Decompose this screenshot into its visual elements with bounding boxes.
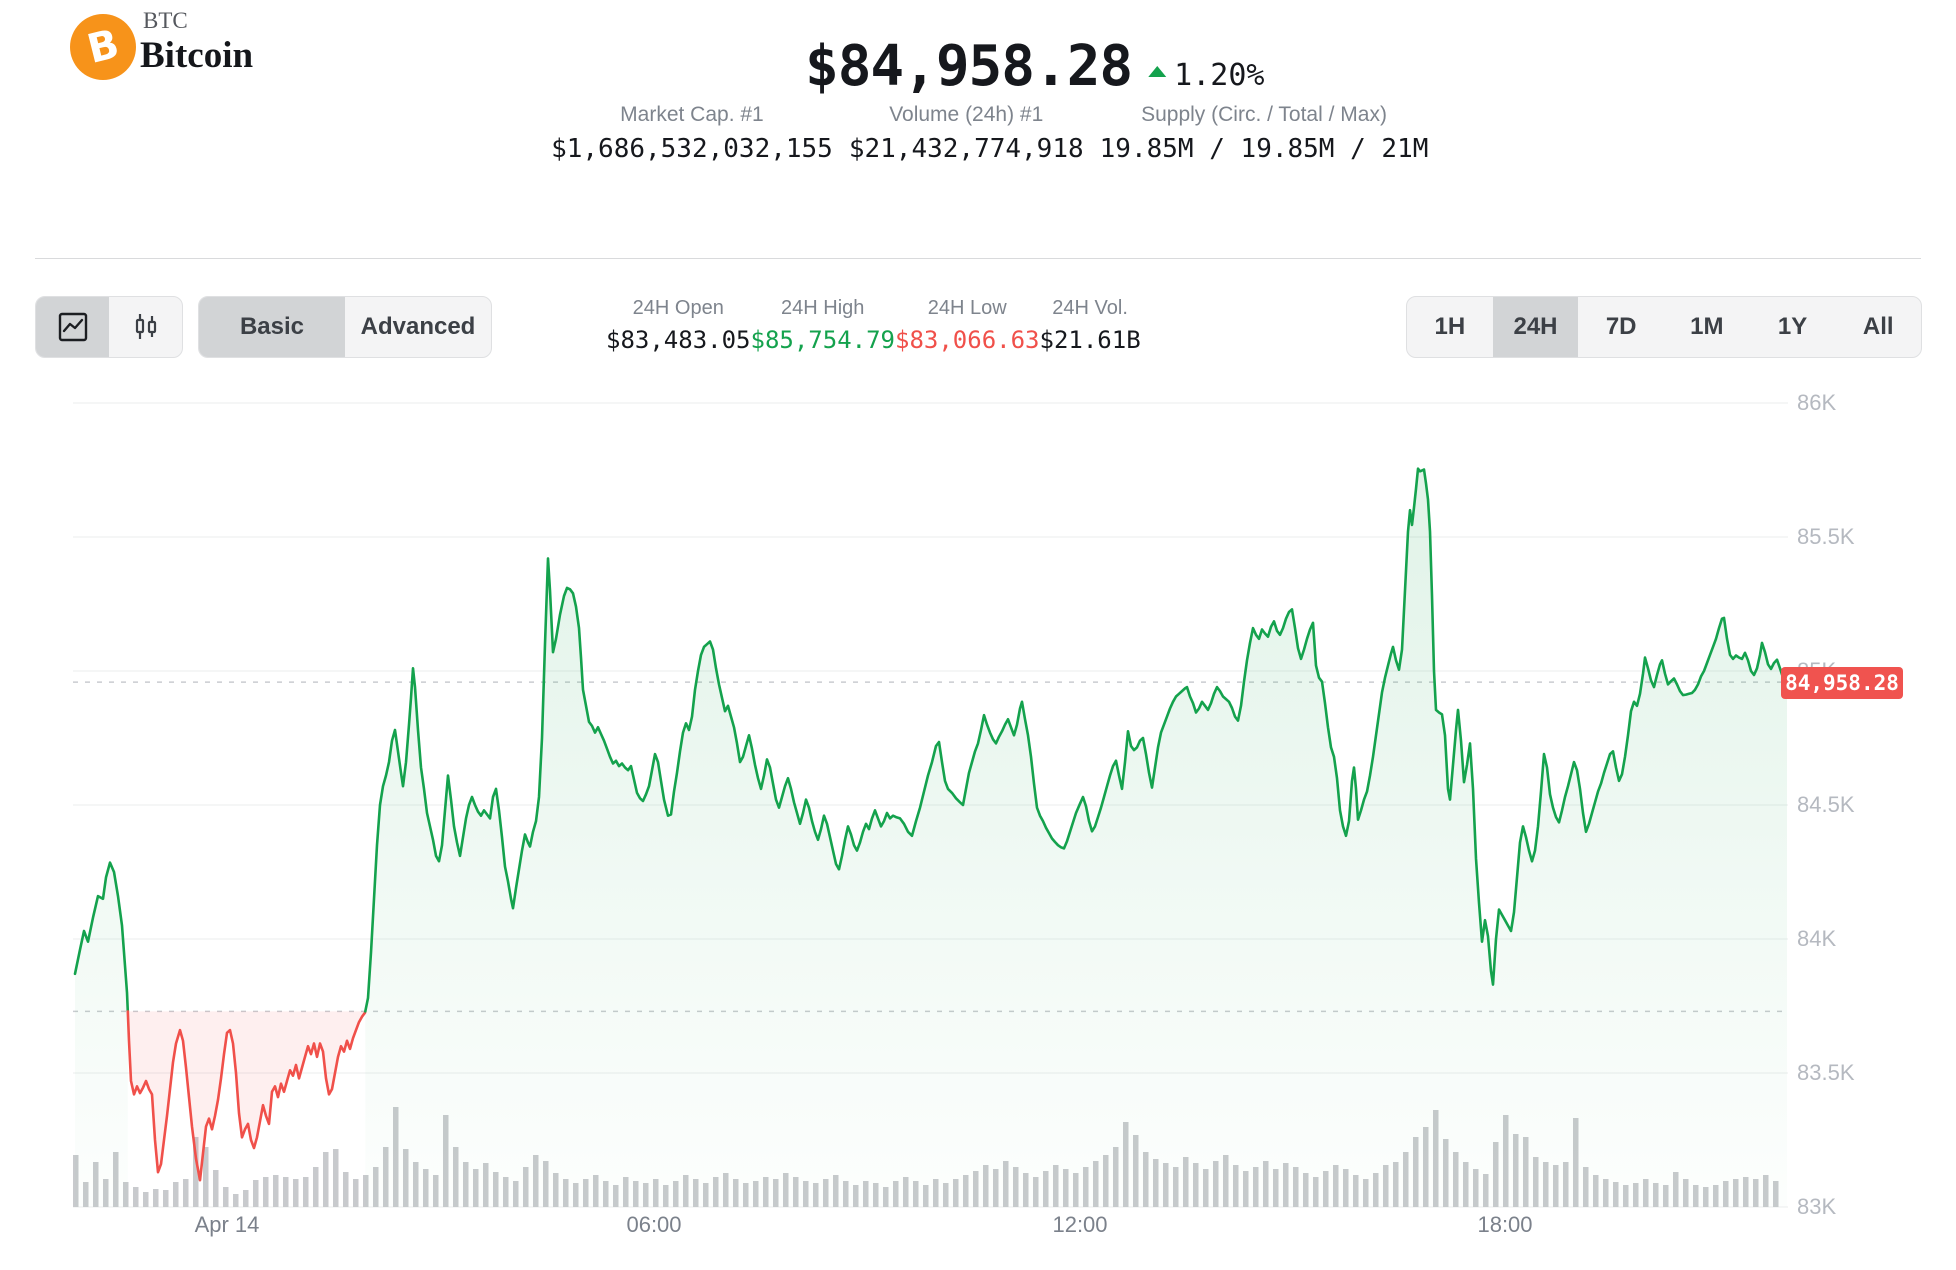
range-label: 24H bbox=[1513, 313, 1558, 340]
range-label: 7D bbox=[1605, 313, 1637, 340]
range-label: 1M bbox=[1690, 313, 1724, 340]
range-all-button[interactable]: All bbox=[1835, 297, 1921, 357]
basic-advanced-toggle: Basic Advanced bbox=[198, 296, 492, 358]
basic-label: Basic bbox=[239, 313, 305, 340]
stat-value: $83,483.05 bbox=[606, 326, 751, 354]
chart-type-toggle bbox=[35, 296, 183, 358]
svg-text:Apr 14: Apr 14 bbox=[195, 1212, 260, 1237]
range-1h-button[interactable]: 1H bbox=[1407, 297, 1493, 357]
coin-symbol: BTC bbox=[143, 8, 188, 33]
svg-text:85.5K: 85.5K bbox=[1797, 524, 1855, 549]
advanced-mode-button[interactable]: Advanced bbox=[345, 297, 491, 357]
svg-text:83.5K: 83.5K bbox=[1797, 1060, 1855, 1085]
candlestick-chart-button[interactable] bbox=[109, 297, 182, 357]
stat-value: $83,066.63 bbox=[895, 326, 1040, 354]
bitcoin-logo-icon: B bbox=[70, 14, 136, 80]
line-chart-button[interactable] bbox=[36, 297, 109, 357]
stat-label: Market Cap. #1 bbox=[620, 103, 764, 126]
current-price-badge: 84,958.28 bbox=[1781, 667, 1903, 699]
line-chart-icon bbox=[58, 312, 88, 342]
stat-24h-vol: 24H Vol. $21.61B bbox=[1040, 297, 1141, 354]
stat-volume: Volume (24h) #1 $21,432,774,918 bbox=[849, 103, 1084, 164]
stat-label: 24H High bbox=[781, 297, 865, 319]
time-range-selector: 1H 24H 7D 1M 1Y All bbox=[1406, 296, 1922, 358]
range-label: All bbox=[1862, 313, 1894, 340]
header-divider bbox=[35, 258, 1921, 259]
range-7d-button[interactable]: 7D bbox=[1578, 297, 1664, 357]
stat-label: 24H Vol. bbox=[1052, 297, 1128, 319]
range-1m-button[interactable]: 1M bbox=[1664, 297, 1750, 357]
page-title: Bitcoin bbox=[140, 35, 254, 76]
stat-label: Supply (Circ. / Total / Max) bbox=[1141, 103, 1387, 126]
stat-24h-high: 24H High $85,754.79 bbox=[751, 297, 896, 354]
svg-text:84K: 84K bbox=[1797, 926, 1836, 951]
range-24h-button[interactable]: 24H bbox=[1492, 297, 1579, 357]
stat-24h-open: 24H Open $83,483.05 bbox=[606, 297, 751, 354]
up-arrow-icon bbox=[1148, 66, 1167, 77]
range-label: 1H bbox=[1434, 313, 1466, 340]
range-label: 1Y bbox=[1777, 313, 1808, 340]
candlestick-icon bbox=[131, 312, 161, 342]
stat-value: $21,432,774,918 bbox=[848, 134, 1084, 164]
current-price-row: $84,958.28 1.20% bbox=[805, 34, 1264, 99]
range-1y-button[interactable]: 1Y bbox=[1750, 297, 1836, 357]
stat-value: $21.61B bbox=[1039, 326, 1141, 354]
svg-text:06:00: 06:00 bbox=[626, 1212, 681, 1237]
svg-text:83K: 83K bbox=[1797, 1194, 1836, 1219]
day-stats-row: 24H Open $83,483.05 24H High $85,754.79 … bbox=[606, 297, 1141, 354]
stat-supply: Supply (Circ. / Total / Max) 19.85M / 19… bbox=[1100, 103, 1429, 164]
price-change-pct: 1.20% bbox=[1174, 58, 1265, 93]
advanced-label: Advanced bbox=[360, 313, 476, 340]
stat-label: Volume (24h) #1 bbox=[889, 103, 1044, 126]
stat-value: $85,754.79 bbox=[750, 326, 896, 354]
svg-text:86K: 86K bbox=[1797, 390, 1836, 415]
stat-market-cap: Market Cap. #1 $1,686,532,032,155 bbox=[551, 103, 833, 164]
price-change: 1.20% bbox=[1148, 58, 1264, 93]
svg-text:18:00: 18:00 bbox=[1477, 1212, 1532, 1237]
current-price: $84,958.28 bbox=[804, 34, 1133, 99]
basic-mode-button[interactable]: Basic bbox=[199, 297, 345, 357]
stat-24h-low: 24H Low $83,066.63 bbox=[895, 297, 1040, 354]
stat-label: 24H Open bbox=[632, 297, 724, 319]
stat-value: 19.85M / 19.85M / 21M bbox=[1099, 134, 1429, 164]
svg-text:84.5K: 84.5K bbox=[1797, 792, 1855, 817]
stat-label: 24H Low bbox=[927, 297, 1007, 319]
market-stats-row: Market Cap. #1 $1,686,532,032,155 Volume… bbox=[551, 103, 1428, 164]
svg-text:12:00: 12:00 bbox=[1052, 1212, 1107, 1237]
stat-value: $1,686,532,032,155 bbox=[551, 134, 833, 164]
